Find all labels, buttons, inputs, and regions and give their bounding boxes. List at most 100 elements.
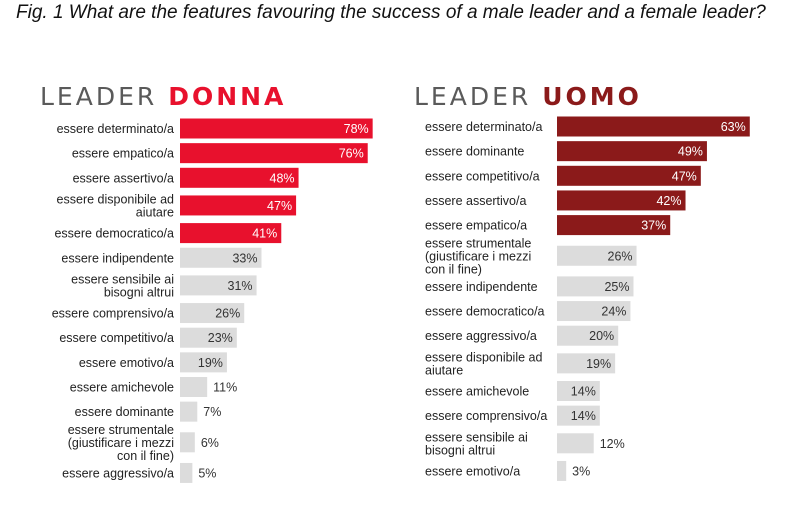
data-label: 12% [600, 437, 625, 451]
data-label: 23% [208, 331, 233, 345]
category-label-line: essere determinato/a [425, 120, 542, 134]
category-label-line: essere disponibile ad [57, 192, 174, 206]
category-label: essere aggressivo/a [62, 466, 174, 480]
title-donna-word: DONNA [168, 82, 287, 111]
category-label: essere determinato/a [425, 120, 542, 134]
data-label: 6% [201, 436, 219, 450]
category-label-line: essere competitivo/a [425, 169, 540, 183]
category-label: essere sensibile ai bisogni altrui [425, 430, 528, 457]
bar-donna-13 [180, 462, 193, 483]
category-label-line: essere competitivo/a [59, 331, 174, 345]
figure-caption: Fig. 1 What are the features favouring t… [16, 2, 766, 23]
category-label: essere aggressivo/a [425, 329, 537, 343]
bar-uomo-0 [557, 116, 750, 137]
category-label-line: essere determinato/a [57, 122, 174, 136]
bar-uomo-5 [557, 245, 637, 266]
bar-uomo-6 [557, 276, 634, 297]
category-label: essere determinato/a [57, 122, 174, 136]
category-label: essere assertivo/a [425, 194, 526, 208]
title-leader-word: LEADER [40, 82, 158, 111]
data-label: 11% [213, 381, 237, 395]
category-label: essere comprensivo/a [425, 409, 547, 423]
data-label: 5% [198, 466, 216, 480]
bar-uomo-8 [557, 325, 619, 346]
data-label: 41% [252, 227, 277, 241]
bar-donna-7 [180, 303, 245, 324]
category-label-line: essere indipendente [425, 280, 538, 294]
bar-uomo-10 [557, 381, 600, 401]
bar-uomo-3 [557, 190, 686, 211]
category-label-line: essere dominante [75, 405, 174, 419]
category-label-line: aiutare [425, 363, 463, 377]
bar-uomo-11 [557, 405, 600, 426]
category-label: essere indipendente [61, 251, 174, 265]
data-label: 42% [656, 194, 681, 208]
bar-uomo-7 [557, 301, 631, 322]
bar-uomo-2 [557, 165, 701, 186]
data-label: 33% [232, 251, 257, 265]
category-label: essere strumentale (giustificare i mezzi c… [425, 236, 531, 276]
data-label: 26% [608, 249, 633, 263]
category-label: essere dominante [75, 405, 174, 419]
category-label-line: bisogni altrui [104, 285, 174, 299]
category-label: essere disponibile ad aiutare [57, 192, 174, 219]
data-label: 48% [270, 171, 295, 185]
category-label: essere democratico/a [54, 227, 174, 241]
data-label: 63% [721, 120, 746, 134]
data-label: 19% [586, 357, 611, 371]
category-label: essere empatico/a [425, 219, 527, 233]
category-label-line: essere aggressivo/a [425, 329, 537, 343]
category-label: essere indipendente [425, 280, 538, 294]
category-label: essere sensibile ai bisogni altrui [71, 272, 174, 299]
category-label-line: essere sensibile ai [425, 430, 528, 444]
category-label-line: essere assertivo/a [73, 171, 174, 185]
data-label: 7% [203, 405, 221, 419]
bar-donna-11 [180, 401, 198, 422]
bar-donna-2 [180, 167, 299, 188]
category-label-line: con il fine) [425, 262, 482, 276]
category-label-line: essere emotivo/a [79, 356, 174, 370]
data-label: 25% [604, 280, 629, 294]
data-label: 31% [228, 279, 253, 293]
category-label-line: essere dominante [425, 145, 524, 159]
chart-title-leader-donna: LEADER DONNA [40, 82, 286, 111]
data-label: 14% [571, 409, 596, 423]
category-label-line: essere strumentale [425, 236, 531, 250]
data-label: 76% [339, 147, 364, 161]
category-label: essere disponibile ad aiutare [425, 350, 542, 377]
category-label-line: con il fine) [117, 449, 174, 463]
category-label-line: essere strumentale [68, 423, 174, 437]
data-label: 19% [198, 356, 223, 370]
title-uomo-word: UOMO [542, 82, 642, 111]
category-label: essere competitivo/a [59, 331, 174, 345]
bar-donna-3 [180, 195, 297, 216]
bar-donna-12 [180, 432, 195, 453]
category-label-line: essere comprensivo/a [52, 307, 174, 321]
data-label: 47% [672, 169, 697, 183]
data-label: 47% [267, 199, 292, 213]
category-label: essere amichevole [70, 381, 174, 395]
bar-donna-6 [180, 275, 257, 296]
category-label-line: essere democratico/a [425, 305, 545, 319]
data-label: 78% [344, 122, 369, 136]
category-label: essere emotivo/a [79, 356, 174, 370]
category-label: essere empatico/a [72, 147, 174, 161]
category-label-line: essere indipendente [61, 251, 174, 265]
category-label-line: essere sensibile ai [71, 272, 174, 286]
category-label-line: essere emotivo/a [425, 464, 520, 478]
bar-uomo-12 [557, 433, 594, 454]
category-label-line: essere aggressivo/a [62, 466, 174, 480]
data-label: 26% [215, 307, 240, 321]
category-label-line: essere empatico/a [72, 147, 174, 161]
bar-donna-4 [180, 223, 282, 244]
category-label-line: aiutare [136, 205, 174, 219]
bar-donna-5 [180, 247, 262, 268]
category-label: essere competitivo/a [425, 169, 540, 183]
data-label: 24% [601, 305, 626, 319]
category-label: essere emotivo/a [425, 464, 520, 478]
category-label: essere strumentale (giustificare i mezzi c… [68, 423, 174, 463]
category-label-line: bisogni altrui [425, 443, 495, 457]
category-label: essere comprensivo/a [52, 307, 174, 321]
bar-donna-8 [180, 327, 237, 348]
bar-uomo-9 [557, 353, 616, 374]
